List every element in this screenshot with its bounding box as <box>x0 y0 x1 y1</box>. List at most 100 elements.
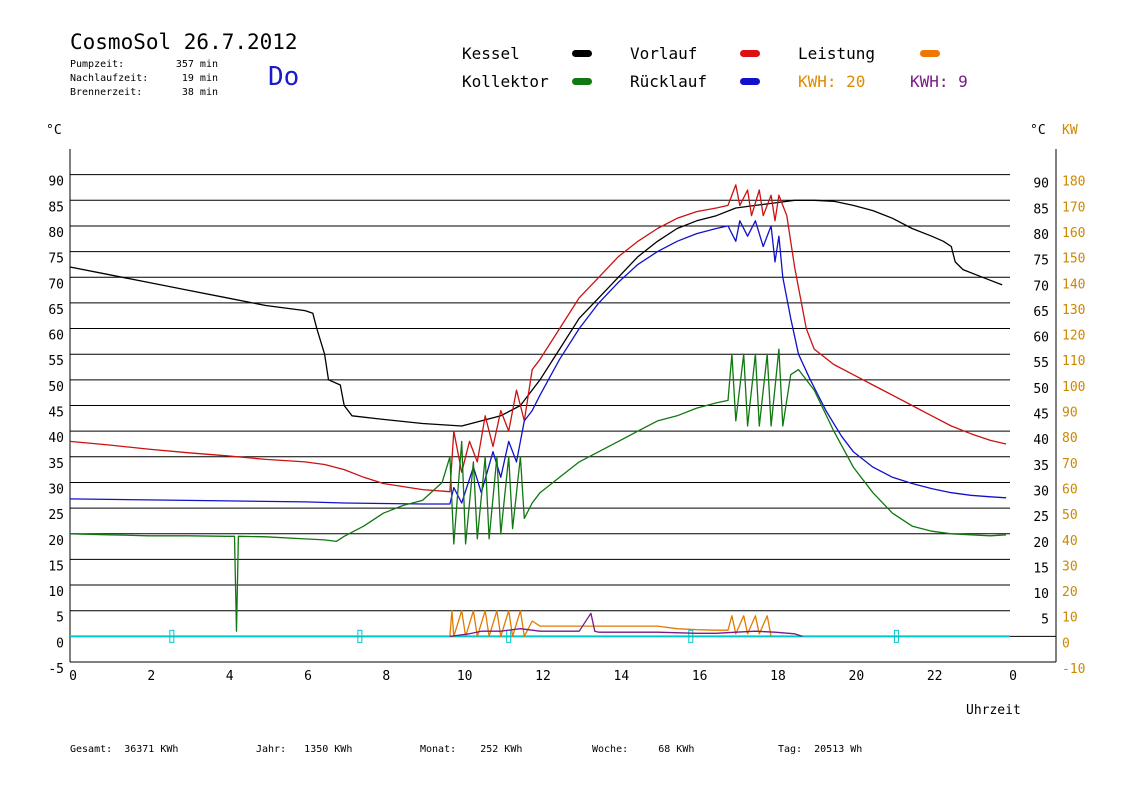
y-tick-right-c: 85 <box>1033 202 1049 217</box>
y-tick-right-kw: 120 <box>1062 329 1085 344</box>
y-tick-left: 85 <box>48 200 64 215</box>
y-tick-right-kw: 100 <box>1062 380 1085 395</box>
legend-kollektor: Kollektor <box>462 72 549 91</box>
stat-pumpzeit: Pumpzeit: 357 min <box>70 59 218 70</box>
pump-marker <box>893 629 899 643</box>
x-tick: 20 <box>849 669 865 684</box>
x-tick: 0 <box>69 669 77 684</box>
legend-vorlauf-swatch <box>740 50 760 57</box>
legend-kwh-2: KWH: 9 <box>910 72 968 91</box>
y-tick-right-kw: 10 <box>1062 611 1078 626</box>
y-tick-right-kw: -10 <box>1062 662 1085 677</box>
y-tick-right-c: 10 <box>1033 587 1049 602</box>
footer-woche: Woche: 68 KWh <box>592 744 695 755</box>
stat-nachlaufzeit: Nachlaufzeit: 19 min <box>70 73 218 84</box>
y-tick-left: 45 <box>48 406 64 421</box>
legend-leistung-swatch <box>920 50 940 57</box>
x-tick: 16 <box>692 669 708 684</box>
y-tick-right-kw: 170 <box>1062 200 1085 215</box>
y-tick-right-c: 50 <box>1033 382 1049 397</box>
y-tick-right-c: 15 <box>1033 561 1049 576</box>
y-tick-right-kw: 40 <box>1062 534 1078 549</box>
y-tick-left: 75 <box>48 252 64 267</box>
weekday-label: Do <box>268 62 300 92</box>
x-tick: 2 <box>147 669 155 684</box>
y-tick-right-kw: 0 <box>1062 636 1070 651</box>
y-tick-right-kw: 30 <box>1062 559 1078 574</box>
pump-marker <box>357 629 363 643</box>
series-line-kessel <box>69 199 1003 427</box>
y-tick-right-kw: 140 <box>1062 277 1085 292</box>
y-tick-right-kw: 160 <box>1062 226 1085 241</box>
y-tick-left: 20 <box>48 534 64 549</box>
y-tick-right-c: 30 <box>1033 484 1049 499</box>
legend-kollektor-swatch <box>572 78 592 85</box>
footer-jahr: Jahr: 1350 KWh <box>256 744 353 755</box>
y-axis-label-right-kw: KW <box>1062 123 1078 138</box>
y-tick-left: 70 <box>48 277 64 292</box>
y-tick-left: 25 <box>48 508 64 523</box>
pump-marker <box>688 629 694 643</box>
y-tick-right-c: 5 <box>1041 613 1049 628</box>
y-tick-right-c: 80 <box>1033 228 1049 243</box>
y-tick-left: 55 <box>48 354 64 369</box>
series-line-kwh2 <box>449 612 803 638</box>
y-tick-right-c: 70 <box>1033 279 1049 294</box>
x-tick: 22 <box>927 669 943 684</box>
x-tick: 0 <box>1009 669 1017 684</box>
y-tick-left: 50 <box>48 380 64 395</box>
legend-kessel-swatch <box>572 50 592 57</box>
y-tick-left: 15 <box>48 559 64 574</box>
y-tick-right-c: 90 <box>1033 177 1049 192</box>
y-tick-right-c: 45 <box>1033 408 1049 423</box>
y-tick-right-c: 65 <box>1033 305 1049 320</box>
legend-ruecklauf-swatch <box>740 78 760 85</box>
y-tick-left: 65 <box>48 303 64 318</box>
x-tick: 18 <box>770 669 786 684</box>
y-tick-right-kw: 20 <box>1062 585 1078 600</box>
y-tick-right-c: 40 <box>1033 433 1049 448</box>
legend-vorlauf: Vorlauf <box>630 44 698 63</box>
y-tick-right-c: 75 <box>1033 254 1049 269</box>
y-tick-right-kw: 130 <box>1062 303 1085 318</box>
pump-marker <box>169 629 175 643</box>
y-tick-right-kw: 70 <box>1062 457 1078 472</box>
x-tick: 8 <box>382 669 390 684</box>
x-tick: 4 <box>226 669 234 684</box>
footer-monat: Monat: 252 KWh <box>420 744 523 755</box>
y-tick-left: 10 <box>48 585 64 600</box>
y-tick-right-kw: 110 <box>1062 354 1085 369</box>
y-tick-left: 30 <box>48 482 64 497</box>
y-tick-right-c: 60 <box>1033 331 1049 346</box>
x-tick: 10 <box>457 669 473 684</box>
footer-gesamt: Gesamt: 36371 KWh <box>70 744 179 755</box>
stat-brennerzeit: Brennerzeit: 38 min <box>70 87 218 98</box>
y-tick-right-c: 55 <box>1033 356 1049 371</box>
y-axis-label-right-c: °C <box>1030 123 1046 138</box>
legend-kwh-1: KWH: 20 <box>798 72 866 91</box>
x-tick: 12 <box>535 669 551 684</box>
y-tick-right-c: 25 <box>1033 510 1049 525</box>
x-tick: 6 <box>304 669 312 684</box>
y-tick-left: 5 <box>56 611 64 626</box>
y-tick-right-kw: 60 <box>1062 482 1078 497</box>
y-tick-right-kw: 90 <box>1062 406 1078 421</box>
y-tick-left: 0 <box>56 636 64 651</box>
y-tick-right-c: 35 <box>1033 459 1049 474</box>
y-tick-right-kw: 80 <box>1062 431 1078 446</box>
x-tick: 14 <box>614 669 630 684</box>
legend-kessel: Kessel <box>462 44 520 63</box>
y-tick-left: 35 <box>48 457 64 472</box>
footer-tag: Tag: 20513 Wh <box>778 744 863 755</box>
y-tick-right-kw: 180 <box>1062 175 1085 190</box>
y-tick-left: 90 <box>48 175 64 190</box>
x-axis-label: Uhrzeit <box>966 703 1021 718</box>
chart-title: CosmoSol 26.7.2012 <box>70 30 298 54</box>
y-tick-right-c: 20 <box>1033 536 1049 551</box>
y-axis-label-left: °C <box>46 123 62 138</box>
y-tick-left: 40 <box>48 431 64 446</box>
series-line-leistung <box>449 610 772 638</box>
legend-ruecklauf: Rücklauf <box>630 72 708 91</box>
y-tick-right-kw: 150 <box>1062 252 1085 267</box>
